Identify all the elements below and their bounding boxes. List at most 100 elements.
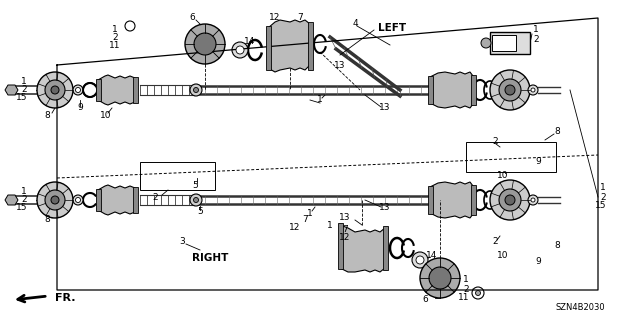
Circle shape — [528, 195, 538, 205]
Bar — [266, 26, 271, 70]
Text: 1: 1 — [600, 183, 606, 192]
Circle shape — [193, 87, 198, 93]
Text: 2: 2 — [492, 137, 498, 146]
Circle shape — [232, 42, 248, 58]
Text: 5: 5 — [192, 181, 198, 189]
Circle shape — [45, 190, 65, 210]
Text: 14: 14 — [244, 38, 256, 47]
Circle shape — [490, 180, 530, 220]
Circle shape — [45, 80, 65, 100]
Circle shape — [193, 197, 198, 203]
Text: 6: 6 — [189, 13, 195, 23]
Bar — [133, 77, 138, 103]
Polygon shape — [268, 20, 310, 72]
Text: 2: 2 — [112, 33, 118, 42]
Circle shape — [194, 33, 216, 55]
Text: 13: 13 — [339, 213, 351, 222]
Circle shape — [190, 194, 202, 206]
Circle shape — [476, 291, 481, 295]
Text: 9: 9 — [77, 103, 83, 113]
Text: 13: 13 — [380, 102, 391, 112]
Text: 11: 11 — [458, 293, 470, 302]
Circle shape — [429, 267, 451, 289]
Text: 7: 7 — [342, 226, 348, 234]
Polygon shape — [430, 182, 473, 218]
Bar — [308, 22, 313, 70]
Circle shape — [73, 195, 83, 205]
Text: 1: 1 — [112, 26, 118, 34]
Circle shape — [472, 287, 484, 299]
Bar — [471, 185, 476, 215]
Text: 1: 1 — [463, 276, 469, 285]
Text: 1: 1 — [307, 209, 313, 218]
Bar — [140, 162, 215, 190]
Text: 14: 14 — [426, 250, 438, 259]
Polygon shape — [5, 85, 18, 95]
Bar — [492, 35, 516, 51]
Bar — [471, 75, 476, 105]
Text: 2: 2 — [600, 192, 606, 202]
Text: 12: 12 — [289, 224, 301, 233]
Bar — [428, 186, 433, 214]
Text: 15: 15 — [595, 202, 607, 211]
Circle shape — [490, 70, 530, 110]
Polygon shape — [98, 75, 135, 105]
Text: 9: 9 — [535, 257, 541, 266]
Bar — [96, 79, 101, 101]
Circle shape — [190, 84, 202, 96]
Text: 1: 1 — [317, 95, 323, 105]
Text: 3: 3 — [179, 238, 185, 247]
Circle shape — [51, 86, 59, 94]
Circle shape — [412, 252, 428, 268]
Circle shape — [499, 189, 521, 211]
Text: LEFT: LEFT — [378, 23, 406, 33]
Bar — [383, 226, 388, 270]
Circle shape — [505, 85, 515, 95]
Text: FR.: FR. — [55, 293, 76, 303]
Bar — [338, 223, 343, 269]
Polygon shape — [98, 185, 135, 215]
Circle shape — [125, 21, 135, 31]
Circle shape — [73, 85, 83, 95]
Circle shape — [531, 198, 535, 202]
Circle shape — [420, 258, 460, 298]
Text: 1: 1 — [533, 26, 539, 34]
Circle shape — [76, 87, 81, 93]
Text: 8: 8 — [554, 128, 560, 137]
Text: 2: 2 — [533, 34, 539, 43]
Text: 15: 15 — [16, 93, 28, 102]
Text: 4: 4 — [352, 19, 358, 28]
Circle shape — [481, 38, 491, 48]
Circle shape — [236, 46, 244, 54]
Circle shape — [76, 197, 81, 203]
Circle shape — [37, 182, 73, 218]
Bar — [466, 142, 556, 172]
Text: 13: 13 — [334, 61, 346, 70]
Text: 7: 7 — [297, 13, 303, 23]
Text: SZN4B2030: SZN4B2030 — [555, 303, 605, 313]
Text: 15: 15 — [16, 204, 28, 212]
Text: 2: 2 — [21, 85, 27, 94]
Circle shape — [416, 256, 424, 264]
Circle shape — [185, 24, 225, 64]
Circle shape — [531, 88, 535, 92]
Text: 2: 2 — [492, 238, 498, 247]
Circle shape — [37, 72, 73, 108]
Polygon shape — [340, 225, 385, 272]
Text: 7: 7 — [302, 216, 308, 225]
Text: 2: 2 — [463, 285, 469, 293]
Polygon shape — [5, 195, 18, 205]
Bar — [490, 32, 530, 54]
Bar — [96, 189, 101, 211]
Circle shape — [499, 79, 521, 101]
Text: 2: 2 — [21, 196, 27, 204]
Text: 13: 13 — [380, 203, 391, 211]
Text: 9: 9 — [535, 158, 541, 167]
Text: 10: 10 — [497, 250, 509, 259]
Text: 12: 12 — [269, 13, 281, 23]
Text: 6: 6 — [422, 295, 428, 305]
Polygon shape — [430, 72, 473, 108]
Text: 1: 1 — [21, 78, 27, 86]
Text: 11: 11 — [109, 41, 121, 50]
Text: 10: 10 — [497, 170, 509, 180]
